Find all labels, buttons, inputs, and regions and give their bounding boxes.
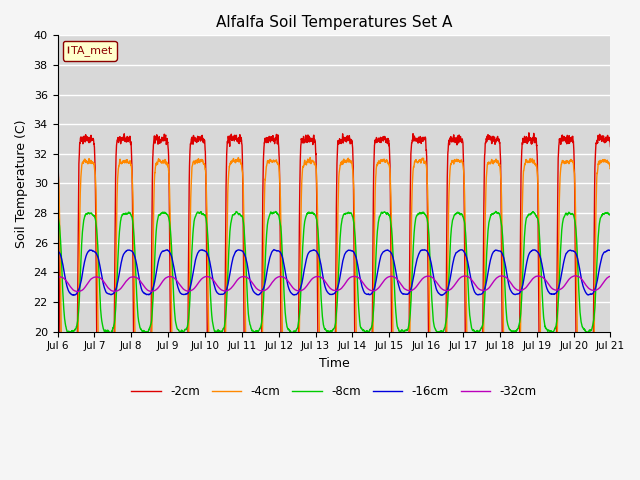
-16cm xyxy=(607,248,614,253)
-32cm xyxy=(54,274,61,280)
-2cm xyxy=(607,144,614,149)
-16cm xyxy=(388,252,396,257)
-4cm xyxy=(54,163,61,168)
-8cm xyxy=(208,314,216,320)
-2cm xyxy=(577,424,584,430)
X-axis label: Time: Time xyxy=(319,357,349,370)
-32cm xyxy=(572,273,579,279)
-16cm xyxy=(172,276,180,281)
-32cm xyxy=(172,277,180,283)
-32cm xyxy=(554,287,562,293)
-4cm xyxy=(172,396,180,401)
-16cm xyxy=(398,290,406,296)
Y-axis label: Soil Temperature (C): Soil Temperature (C) xyxy=(15,119,28,248)
-32cm xyxy=(607,274,614,279)
-2cm xyxy=(208,417,216,422)
-8cm xyxy=(492,208,499,214)
-32cm xyxy=(74,288,82,294)
-8cm xyxy=(172,321,180,327)
-16cm xyxy=(438,292,445,298)
-8cm xyxy=(288,330,296,336)
Line: -32cm: -32cm xyxy=(58,276,611,291)
-32cm xyxy=(388,274,396,279)
-4cm xyxy=(398,394,406,399)
-2cm xyxy=(525,130,532,136)
Line: -8cm: -8cm xyxy=(58,211,611,333)
-8cm xyxy=(388,231,396,237)
-4cm xyxy=(607,165,614,171)
-2cm xyxy=(607,141,614,146)
-2cm xyxy=(172,418,180,424)
-32cm xyxy=(607,274,614,279)
Line: -16cm: -16cm xyxy=(58,250,611,295)
-4cm xyxy=(208,394,216,400)
-8cm xyxy=(607,211,614,217)
-4cm xyxy=(542,401,550,407)
-4cm xyxy=(554,270,562,276)
-16cm xyxy=(554,286,562,292)
-4cm xyxy=(388,259,396,265)
-2cm xyxy=(54,140,61,145)
Line: -2cm: -2cm xyxy=(58,133,611,427)
Line: -4cm: -4cm xyxy=(58,157,611,404)
-2cm xyxy=(388,360,396,366)
-8cm xyxy=(398,327,406,333)
-4cm xyxy=(234,155,242,160)
-2cm xyxy=(397,417,405,423)
-8cm xyxy=(54,214,61,220)
-16cm xyxy=(208,271,216,276)
-16cm xyxy=(607,248,614,253)
-32cm xyxy=(398,282,406,288)
-8cm xyxy=(607,211,614,216)
Title: Alfalfa Soil Temperatures Set A: Alfalfa Soil Temperatures Set A xyxy=(216,15,452,30)
Legend: -2cm, -4cm, -8cm, -16cm, -32cm: -2cm, -4cm, -8cm, -16cm, -32cm xyxy=(127,380,541,403)
-2cm xyxy=(554,163,562,168)
-32cm xyxy=(208,276,216,282)
-4cm xyxy=(607,166,614,172)
-16cm xyxy=(54,248,61,254)
-16cm xyxy=(270,247,278,252)
-8cm xyxy=(554,300,562,306)
